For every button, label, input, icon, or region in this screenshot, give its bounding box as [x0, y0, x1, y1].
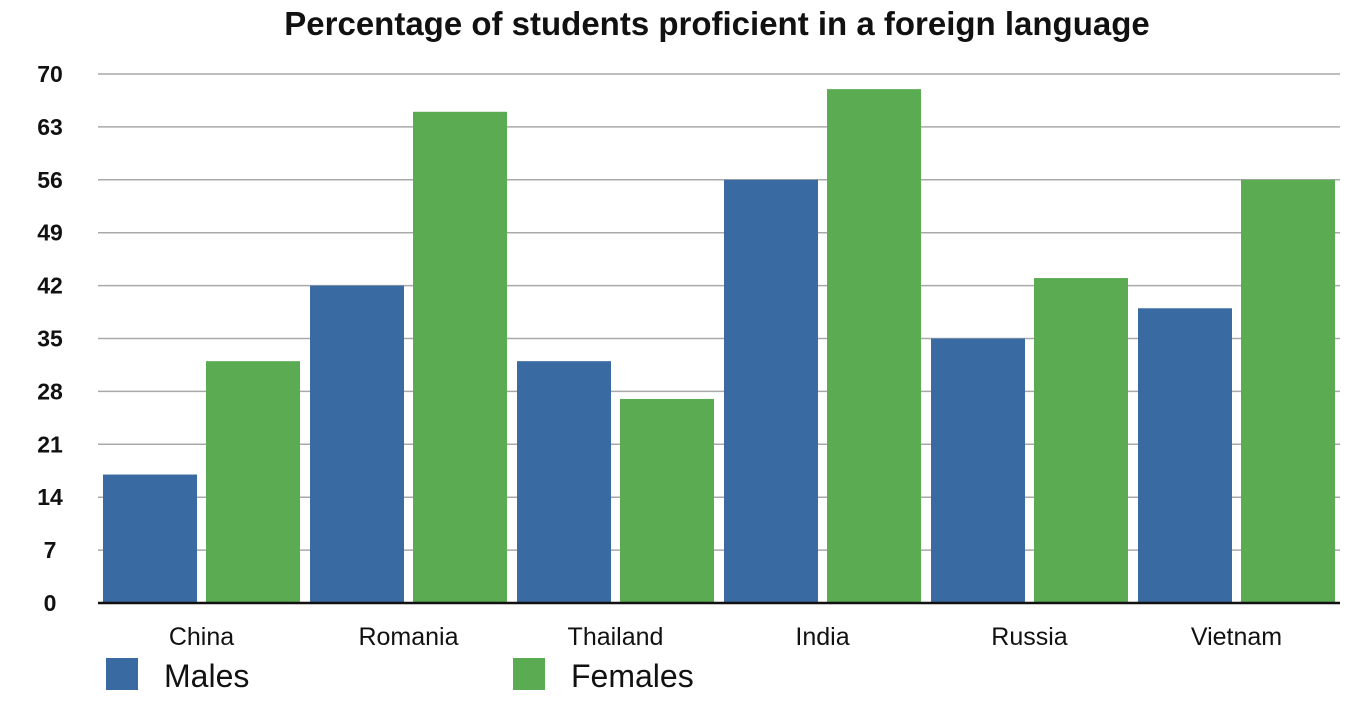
- chart-title: Percentage of students proficient in a f…: [284, 5, 1149, 42]
- bar-females-thailand: [620, 398, 714, 603]
- y-tick-label: 14: [37, 484, 63, 510]
- y-tick-label: 49: [37, 220, 63, 246]
- gridlines: [98, 73, 1340, 551]
- legend-item-females: Females: [513, 658, 694, 694]
- bar-males-thailand: [517, 361, 611, 603]
- y-tick-label: 56: [37, 167, 63, 193]
- y-tick-label: 35: [37, 326, 63, 352]
- y-tick-label: 42: [37, 273, 63, 299]
- x-tick-label: Russia: [991, 623, 1068, 651]
- legend-swatch: [106, 658, 138, 690]
- bar-females-russia: [1034, 278, 1128, 603]
- bar-females-vietnam: [1241, 179, 1335, 604]
- x-tick-label: Vietnam: [1191, 623, 1282, 651]
- bar-males-vietnam: [1138, 308, 1232, 603]
- x-tick-label: China: [169, 623, 234, 651]
- bar-males-russia: [931, 338, 1025, 603]
- y-tick-label: 28: [37, 378, 63, 404]
- y-tick-label: 21: [37, 431, 63, 457]
- y-tick-label: 0: [44, 590, 57, 616]
- x-tick-label: Thailand: [568, 623, 664, 651]
- x-axis-ticks: China Romania Thailand India Russia Vietnam: [169, 623, 1282, 651]
- y-tick-label: 70: [37, 61, 63, 87]
- y-tick-label: 63: [37, 114, 63, 140]
- legend-label: Males: [164, 658, 249, 694]
- y-axis-ticks: 0 7 14 21 28 35 42 49 56 63 70: [37, 61, 63, 616]
- legend-swatch: [513, 658, 545, 690]
- legend-item-males: Males: [106, 658, 249, 694]
- bar-females-china: [206, 361, 300, 603]
- y-tick-label: 7: [44, 537, 57, 563]
- legend: Males Females: [106, 658, 694, 694]
- legend-label: Females: [571, 658, 694, 694]
- x-tick-label: India: [795, 623, 849, 651]
- bar-males-india: [724, 179, 818, 604]
- bar-males-china: [103, 474, 197, 603]
- bars: [103, 89, 1335, 604]
- x-tick-label: Romania: [358, 623, 458, 651]
- bar-females-india: [827, 89, 921, 604]
- bar-males-romania: [310, 285, 404, 603]
- bar-females-romania: [413, 111, 507, 604]
